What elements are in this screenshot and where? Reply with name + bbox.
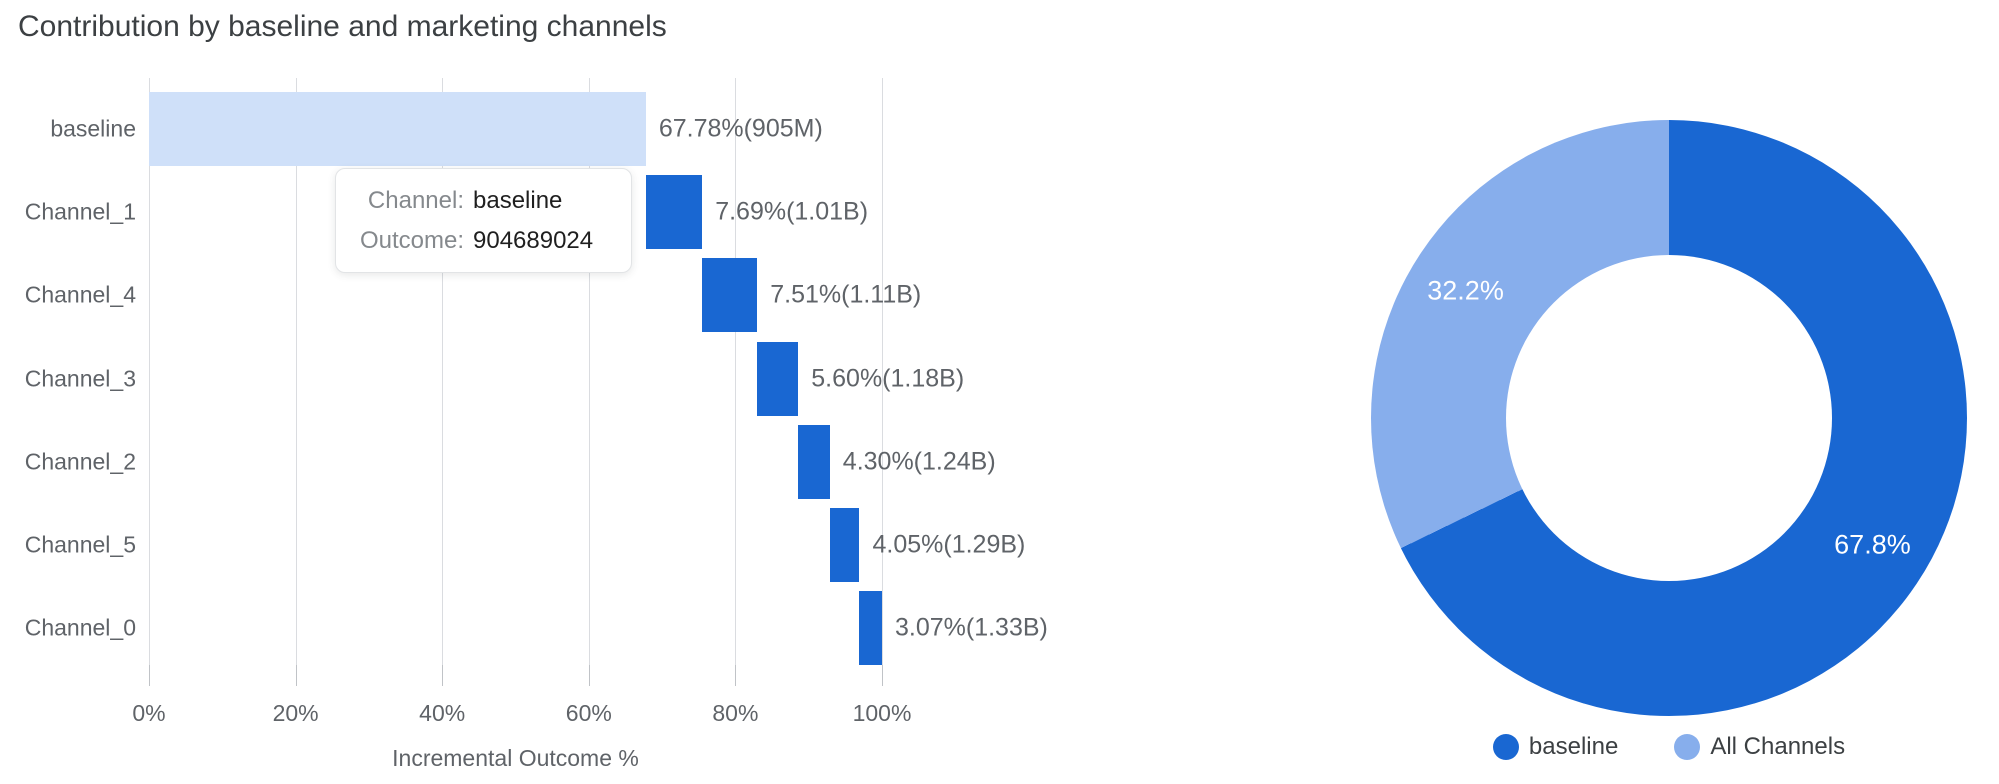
bar-value-label-Channel_4: 7.51%(1.11B) — [770, 280, 922, 309]
hover-tooltip: Channel: baseline Outcome: 904689024 — [335, 168, 632, 273]
tooltip-outcome-label: Outcome: — [359, 226, 464, 254]
waterfall-bar-Channel_4[interactable] — [702, 258, 758, 333]
x-tick-label-40pct: 40% — [419, 700, 466, 726]
bar-value-label-Channel_1: 7.69%(1.01B) — [715, 197, 869, 226]
x-tick-label-100pct: 100% — [852, 700, 912, 726]
x-axis-title: Incremental Outcome % — [392, 745, 639, 771]
donut-legend: baseline All Channels — [1371, 730, 1967, 764]
tooltip-channel-label: Channel: — [367, 186, 464, 214]
gridline-0pct — [149, 78, 150, 665]
category-label-Channel_1: Channel_1 — [24, 198, 136, 225]
x-axis-tick — [882, 665, 883, 686]
donut-slice-label-baseline: 67.8% — [1834, 529, 1911, 560]
x-axis-tick — [442, 665, 444, 686]
legend-swatch-icon — [1492, 734, 1519, 760]
category-label-Channel_2: Channel_2 — [24, 448, 136, 475]
legend-label: baseline — [1528, 733, 1619, 760]
bar-value-label-Channel_0: 3.07%(1.33B) — [895, 613, 1048, 642]
tooltip-row-channel: Channel: baseline — [354, 181, 613, 221]
category-label-Channel_5: Channel_5 — [24, 531, 136, 558]
x-axis-tick — [295, 665, 297, 686]
category-label-Channel_4: Channel_4 — [24, 281, 136, 308]
tooltip-outcome-value: 904689024 — [473, 226, 594, 254]
category-label-Channel_0: Channel_0 — [24, 614, 136, 641]
bar-value-label-baseline: 67.78%(905M) — [658, 114, 823, 143]
category-label-Channel_3: Channel_3 — [24, 365, 136, 392]
gridline-80pct — [735, 78, 737, 665]
bar-value-label-Channel_2: 4.30%(1.24B) — [842, 447, 996, 476]
waterfall-bar-Channel_0[interactable] — [859, 591, 882, 666]
x-axis-tick — [149, 665, 150, 686]
x-tick-label-20pct: 20% — [272, 700, 319, 726]
x-axis-tick — [588, 665, 590, 686]
gridline-100pct — [882, 78, 883, 665]
waterfall-bar-Channel_5[interactable] — [829, 508, 860, 582]
legend-item-baseline[interactable]: baseline — [1492, 733, 1619, 761]
gridline-60pct — [588, 78, 590, 665]
gridline-20pct — [295, 78, 297, 665]
legend-label: All Channels — [1710, 733, 1846, 760]
waterfall-bar-baseline[interactable] — [149, 92, 646, 166]
x-tick-label-80pct: 80% — [712, 700, 759, 726]
x-tick-label-0pct: 0% — [132, 700, 166, 726]
bar-value-label-Channel_3: 5.60%(1.18B) — [811, 364, 965, 393]
donut-chart[interactable]: 67.8% 32.2% — [1371, 120, 1967, 716]
donut-slice-label-all-channels: 32.2% — [1427, 275, 1504, 306]
x-tick-label-60pct: 60% — [565, 700, 612, 726]
category-label-baseline: baseline — [50, 115, 136, 142]
waterfall-bar-Channel_2[interactable] — [798, 424, 830, 499]
gridline-40pct — [442, 78, 444, 665]
waterfall-bar-Channel_1[interactable] — [645, 175, 703, 250]
x-axis-tick — [735, 665, 737, 686]
tooltip-channel-value: baseline — [473, 186, 563, 214]
waterfall-bar-Channel_3[interactable] — [757, 341, 799, 416]
bar-value-label-Channel_5: 4.05%(1.29B) — [872, 530, 1026, 559]
chart-title: Contribution by baseline and marketing c… — [18, 10, 667, 43]
legend-item-all-channels[interactable]: All Channels — [1674, 733, 1845, 761]
tooltip-row-outcome: Outcome: 904689024 — [354, 221, 613, 261]
donut-hole — [1506, 255, 1832, 581]
legend-swatch-icon — [1674, 734, 1701, 760]
